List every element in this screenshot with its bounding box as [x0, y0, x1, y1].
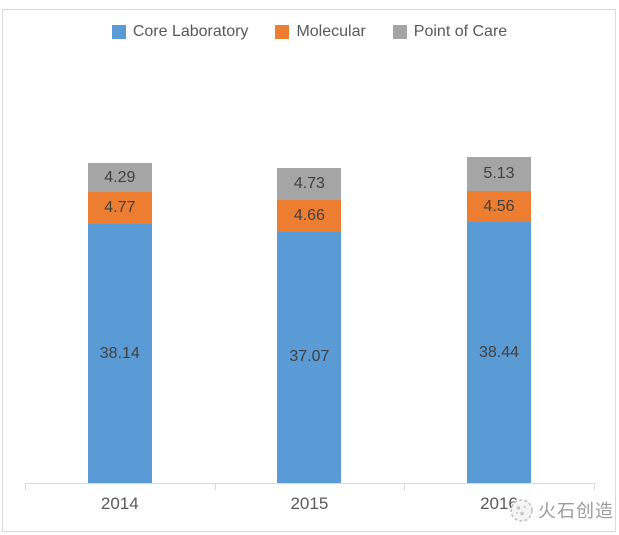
data-label: 4.29	[104, 168, 136, 186]
x-axis-label: 2016	[480, 494, 518, 513]
axis-tick	[593, 483, 595, 490]
legend-label: Core Laboratory	[132, 23, 249, 40]
bar-segment-core-laboratory: 38.14	[87, 224, 152, 483]
bar-segment-point-of-care: 5.13	[467, 156, 531, 192]
legend: Core Laboratory Molecular Point of Care	[0, 24, 619, 40]
legend-item-molecular: Molecular	[275, 23, 366, 40]
data-label: 4.56	[483, 197, 515, 215]
legend-label: Molecular	[296, 23, 366, 40]
x-axis-label: 2014	[100, 494, 139, 513]
x-axis-line	[25, 483, 594, 484]
bar-segment-molecular: 4.77	[87, 192, 152, 225]
axis-tick	[214, 483, 216, 490]
watermark: 火石创造	[509, 497, 614, 523]
data-label: 4.77	[104, 199, 136, 217]
legend-swatch-icon	[275, 25, 290, 39]
bar-segment-core-laboratory: 38.44	[467, 222, 531, 483]
data-label: 4.66	[293, 206, 325, 224]
watermark-text: 火石创造	[538, 501, 614, 521]
bar-segment-point-of-care: 4.29	[87, 162, 152, 193]
bar-segment-point-of-care: 4.73	[277, 168, 342, 201]
data-label: 4.73	[293, 175, 325, 193]
legend-item-point-of-care: Point of Care	[392, 23, 508, 40]
huoshi-logo-icon	[509, 498, 534, 523]
legend-swatch-icon	[111, 25, 126, 39]
legend-swatch-icon	[392, 25, 407, 39]
bar-segment-molecular: 4.56	[467, 191, 531, 223]
data-label: 37.07	[289, 348, 330, 366]
data-label: 5.13	[483, 165, 515, 183]
bar-segment-core-laboratory: 37.07	[277, 231, 342, 483]
axis-tick	[404, 483, 406, 490]
bar-segment-molecular: 4.66	[277, 200, 342, 232]
x-axis-label: 2015	[290, 494, 329, 513]
legend-item-core-laboratory: Core Laboratory	[111, 23, 249, 40]
data-label: 38.44	[478, 343, 520, 361]
legend-label: Point of Care	[413, 23, 508, 40]
data-label: 38.14	[99, 344, 140, 362]
axis-tick	[25, 483, 26, 490]
